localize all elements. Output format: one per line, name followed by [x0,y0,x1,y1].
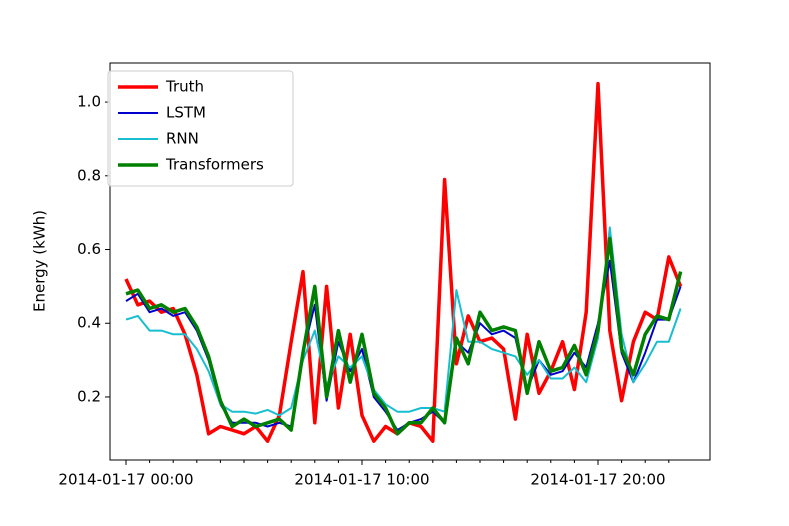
y-tick-label: 0.4 [77,314,101,332]
series-line [125,259,682,432]
y-tick-label: 0.2 [77,387,101,405]
y-axis-label: Energy (kWh) [31,210,49,312]
x-tick-label: 2014-01-17 00:00 [58,471,193,489]
legend: Truth LSTM RNN Transformers [107,70,294,187]
y-tick-label: 0.6 [77,240,101,258]
y-tick-label: 0.8 [77,166,101,184]
x-tick-label: 2014-01-17 20:00 [530,471,665,489]
legend-box [107,70,294,187]
y-tick-label: 1.0 [77,93,101,111]
legend-label: Transformers [165,156,264,174]
legend-label: Truth [165,78,204,96]
series-line [125,236,683,436]
x-tick-label: 2014-01-17 10:00 [294,471,429,489]
legend-label: LSTM [166,104,206,122]
plot-frame [109,62,711,461]
legend-label: RNN [166,130,199,148]
